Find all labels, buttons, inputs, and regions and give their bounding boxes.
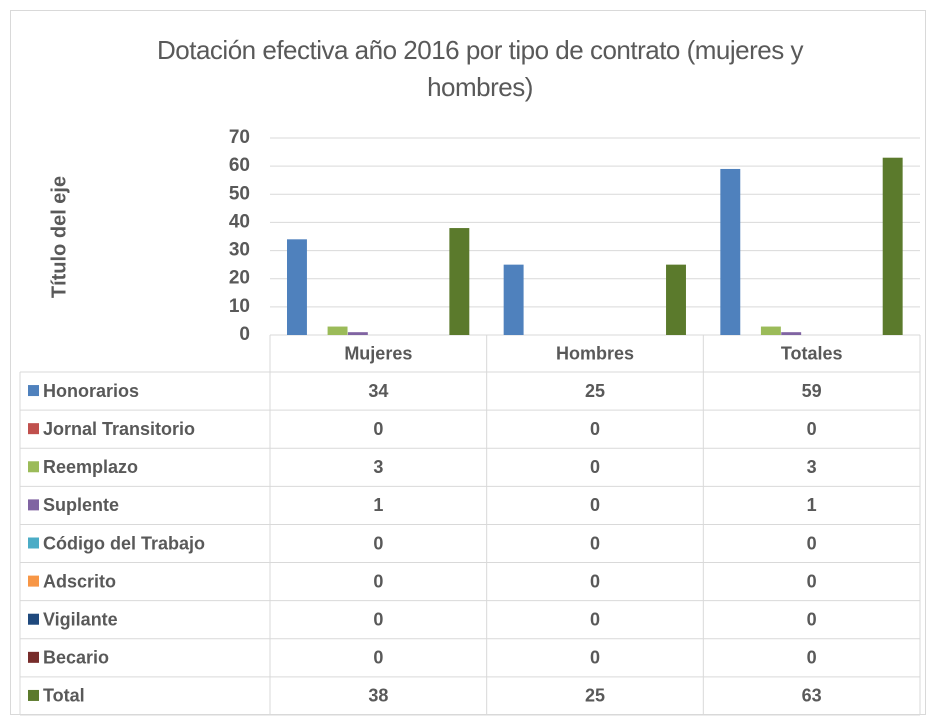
table-value: 0 [807,571,817,591]
legend-swatch [28,461,39,473]
table-value: 0 [807,609,817,629]
chart-title: Dotación efectiva año 2016 por tipo de c… [157,35,803,102]
legend-swatch [28,423,39,435]
table-value: 0 [807,419,817,439]
table-value: 0 [807,533,817,553]
legend-label: Vigilante [43,609,118,629]
legend-label: Total [43,686,85,706]
y-tick-label: 20 [229,268,250,289]
table-value: 38 [368,686,388,706]
table-value: 0 [590,648,600,668]
category-label: Hombres [556,343,634,363]
bar [327,326,348,335]
legend-label: Reemplazo [43,457,138,477]
y-tick-label: 0 [239,324,250,345]
legend-swatch [28,385,39,397]
bar [781,332,802,335]
legend-swatch [28,499,39,511]
legend-swatch [28,613,39,625]
bar [882,157,903,335]
table-value: 0 [590,533,600,553]
bar [287,239,307,335]
legend-label: Becario [43,648,109,668]
table-value: 0 [373,419,383,439]
y-tick-label: 30 [229,240,250,261]
table-value: 25 [585,686,605,706]
legend-label: Adscrito [43,571,116,591]
bar [449,228,470,335]
table-value: 0 [590,457,600,477]
table-value: 0 [590,609,600,629]
legend-swatch [28,537,39,549]
legend-label: Código del Trabajo [43,533,205,553]
category-label: Totales [781,343,843,363]
table-value: 0 [590,495,600,515]
legend-label: Honorarios [43,381,139,401]
table-value: 34 [368,381,388,401]
y-tick-label: 10 [229,296,250,317]
bar [666,264,686,335]
legend-swatch [28,651,39,663]
table-value: 63 [802,686,822,706]
table-value: 3 [807,457,817,477]
bar [503,264,524,335]
y-tick-label: 60 [229,155,250,176]
legend-swatch [28,575,39,587]
table-value: 0 [590,571,600,591]
table-value: 1 [373,495,383,515]
y-axis-title: Título del eje [48,176,70,298]
table-value: 1 [807,495,817,515]
bar [760,326,781,335]
legend-swatch [28,689,39,701]
legend-label: Jornal Transitorio [43,419,195,439]
bar [347,332,368,335]
table-value: 0 [373,533,383,553]
table-value: 25 [585,381,605,401]
bar [720,168,741,335]
table-value: 0 [373,609,383,629]
table-value: 3 [373,457,383,477]
table-value: 0 [590,419,600,439]
table-value: 0 [373,648,383,668]
legend-label: Suplente [43,495,119,515]
table-value: 59 [802,381,822,401]
y-tick-label: 40 [229,211,250,232]
y-tick-label: 70 [229,127,250,148]
y-tick-label: 50 [229,183,250,204]
category-label: Mujeres [344,343,412,363]
table-value: 0 [807,648,817,668]
table-value: 0 [373,571,383,591]
